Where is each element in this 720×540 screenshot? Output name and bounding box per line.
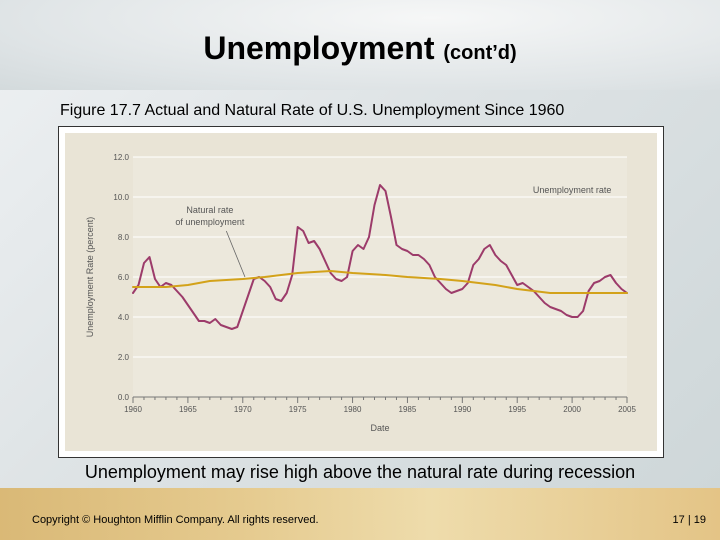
y-tick-label: 8.0 bbox=[118, 233, 130, 242]
annotation-pointer bbox=[225, 230, 246, 278]
page-number: 17 | 19 bbox=[672, 514, 706, 526]
slide-title-main: Unemployment bbox=[203, 30, 435, 66]
slide-background bbox=[0, 0, 720, 90]
x-tick-label: 1965 bbox=[179, 405, 197, 414]
y-tick-label: 4.0 bbox=[118, 313, 130, 322]
chart-panel: 0.0 2.0 4.0 6.0 8.0 10.0 12.0 1960 1965 1970 1975 1… bbox=[65, 133, 657, 451]
slide-note: Unemployment may rise high above the nat… bbox=[84, 462, 636, 482]
x-tick-label: 1990 bbox=[453, 405, 471, 414]
x-tick-label: 1980 bbox=[344, 405, 362, 414]
chart-frame: 0.0 2.0 4.0 6.0 8.0 10.0 12.0 1960 1965 1970 1975 1… bbox=[58, 126, 664, 458]
x-tick-label: 2005 bbox=[618, 405, 636, 414]
actual-unemployment-line bbox=[132, 184, 628, 330]
unemployment-chart: 0.0 2.0 4.0 6.0 8.0 10.0 12.0 1960 1965 1970 1975 1… bbox=[85, 153, 636, 433]
y-tick-label: 0.0 bbox=[118, 393, 130, 402]
copyright-text: Copyright © Houghton Mifflin Company. Al… bbox=[32, 514, 319, 526]
natural-rate-line bbox=[132, 270, 628, 294]
y-axis-label: Unemployment Rate (percent) bbox=[85, 217, 95, 338]
slide-title-sub: (cont’d) bbox=[443, 42, 517, 64]
y-tick-label: 2.0 bbox=[118, 353, 130, 362]
x-tick-label: 1975 bbox=[289, 405, 307, 414]
slide-title: Unemployment (cont’d) bbox=[0, 30, 720, 67]
chart-annotation: of unemployment bbox=[175, 217, 245, 227]
x-tick-label: 1970 bbox=[234, 405, 252, 414]
x-tick-label: 2000 bbox=[563, 405, 581, 414]
y-tick-label: 6.0 bbox=[118, 273, 130, 282]
chart-annotation: Natural rate bbox=[186, 205, 233, 215]
chart-annotation: Unemployment rate bbox=[533, 185, 612, 195]
footer-band bbox=[0, 488, 720, 540]
x-axis-label: Date bbox=[370, 423, 389, 433]
x-tick-label: 1985 bbox=[399, 405, 417, 414]
y-tick-label: 10.0 bbox=[113, 193, 129, 202]
figure-caption: Figure 17.7 Actual and Natural Rate of U… bbox=[60, 102, 565, 119]
y-tick-label: 12.0 bbox=[113, 153, 129, 162]
x-tick-label: 1995 bbox=[508, 405, 526, 414]
x-tick-label: 1960 bbox=[124, 405, 142, 414]
